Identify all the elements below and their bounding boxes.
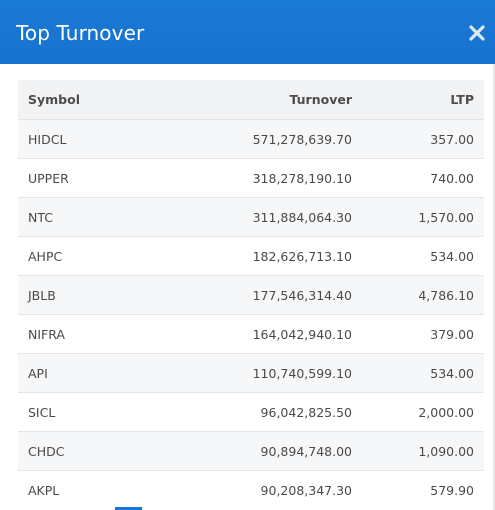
turnover-cell: 177,546,314.40: [138, 275, 352, 315]
table-row[interactable]: AHPC 182,626,713.10 534.00: [18, 236, 484, 276]
symbol-cell[interactable]: API: [18, 353, 138, 393]
turnover-cell: 311,884,064.30: [138, 197, 352, 237]
modal-header: Top Turnover: [0, 0, 495, 64]
ltp-cell: 1,570.00: [352, 197, 484, 237]
symbol-cell[interactable]: CHDC: [18, 431, 138, 471]
close-button[interactable]: [467, 22, 487, 44]
ltp-cell: 534.00: [352, 236, 484, 276]
column-header-symbol[interactable]: Symbol: [18, 80, 138, 120]
table-row[interactable]: CHDC 90,894,748.00 1,090.00: [18, 431, 484, 471]
symbol-cell[interactable]: HIDCL: [18, 119, 138, 159]
close-icon: [467, 22, 487, 44]
turnover-cell: 164,042,940.10: [138, 314, 352, 354]
ltp-cell: 534.00: [352, 353, 484, 393]
turnover-cell: 110,740,599.10: [138, 353, 352, 393]
column-header-ltp[interactable]: LTP: [352, 80, 484, 120]
symbol-cell[interactable]: SICL: [18, 392, 138, 432]
table-row[interactable]: API 110,740,599.10 534.00: [18, 353, 484, 393]
table-row[interactable]: SICL 96,042,825.50 2,000.00: [18, 392, 484, 432]
symbol-cell[interactable]: AHPC: [18, 236, 138, 276]
turnover-table-container[interactable]: Symbol Turnover LTP HIDCL 571,278,639.70…: [18, 80, 484, 509]
turnover-cell: 90,208,347.30: [138, 470, 352, 509]
table-row[interactable]: AKPL 90,208,347.30 579.90: [18, 470, 484, 509]
ltp-cell: 740.00: [352, 158, 484, 198]
table-row[interactable]: UPPER 318,278,190.10 740.00: [18, 158, 484, 198]
table-row[interactable]: NIFRA 164,042,940.10 379.00: [18, 314, 484, 354]
symbol-cell[interactable]: UPPER: [18, 158, 138, 198]
column-header-turnover[interactable]: Turnover: [138, 80, 352, 120]
turnover-cell: 571,278,639.70: [138, 119, 352, 159]
ltp-cell: 4,786.10: [352, 275, 484, 315]
symbol-cell[interactable]: NTC: [18, 197, 138, 237]
table-row[interactable]: HIDCL 571,278,639.70 357.00: [18, 119, 484, 159]
table-row[interactable]: NTC 311,884,064.30 1,570.00: [18, 197, 484, 237]
turnover-cell: 90,894,748.00: [138, 431, 352, 471]
modal-right-border: [493, 64, 495, 510]
modal-title: Top Turnover: [16, 21, 145, 45]
table-header-row: Symbol Turnover LTP: [18, 80, 484, 120]
scroll-indicator[interactable]: [115, 507, 142, 510]
ltp-cell: 357.00: [352, 119, 484, 159]
symbol-cell[interactable]: NIFRA: [18, 314, 138, 354]
turnover-table: Symbol Turnover LTP HIDCL 571,278,639.70…: [18, 80, 484, 509]
ltp-cell: 2,000.00: [352, 392, 484, 432]
symbol-cell[interactable]: JBLB: [18, 275, 138, 315]
turnover-cell: 182,626,713.10: [138, 236, 352, 276]
turnover-cell: 318,278,190.10: [138, 158, 352, 198]
ltp-cell: 1,090.00: [352, 431, 484, 471]
turnover-cell: 96,042,825.50: [138, 392, 352, 432]
ltp-cell: 379.00: [352, 314, 484, 354]
table-row[interactable]: JBLB 177,546,314.40 4,786.10: [18, 275, 484, 315]
symbol-cell[interactable]: AKPL: [18, 470, 138, 509]
ltp-cell: 579.90: [352, 470, 484, 509]
